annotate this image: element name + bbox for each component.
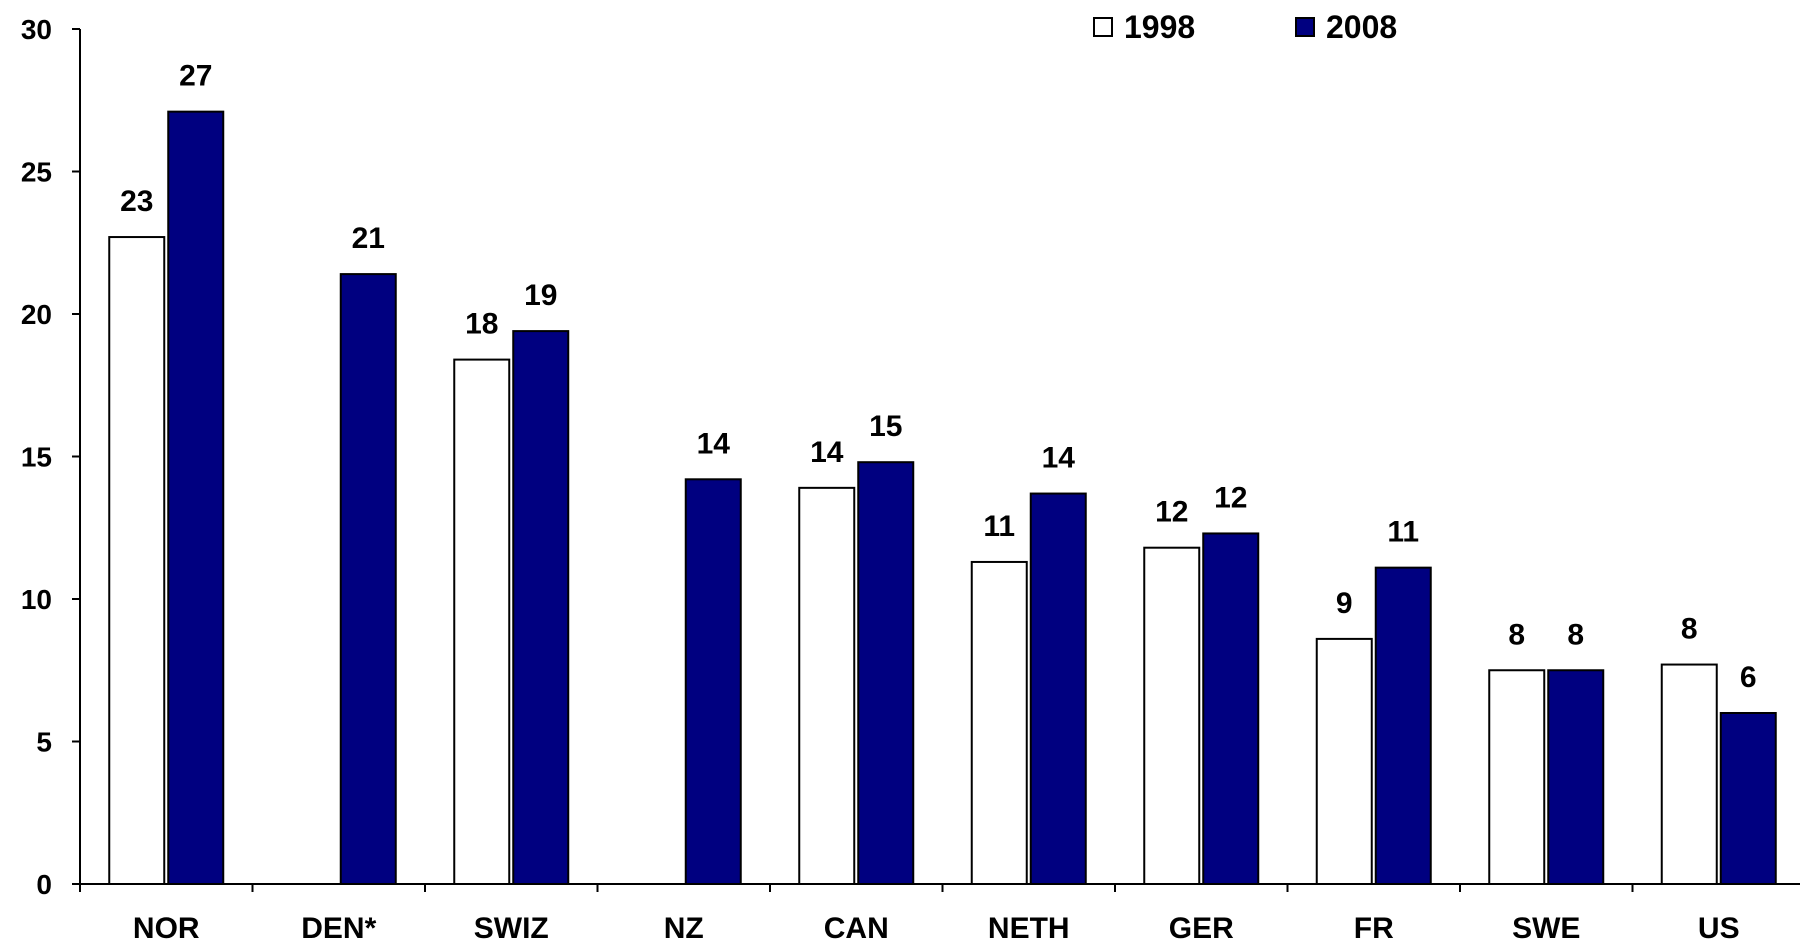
y-tick-label: 15 — [21, 442, 52, 473]
data-label-1998-CAN: 14 — [810, 436, 844, 469]
data-label-2008-FR: 11 — [1387, 516, 1419, 549]
x-tick-label: GER — [1169, 912, 1234, 945]
legend-swatch-1998 — [1093, 17, 1113, 37]
x-tick-label: NETH — [988, 912, 1070, 945]
bar-2008-FR — [1374, 566, 1432, 886]
x-tick-label: CAN — [824, 912, 889, 945]
x-tick-label: SWIZ — [474, 912, 549, 945]
y-tick-label: 25 — [21, 157, 52, 188]
x-tick-label: US — [1698, 912, 1740, 945]
data-label-1998-SWIZ: 18 — [465, 308, 498, 341]
data-label-2008-NETH: 14 — [1042, 442, 1076, 475]
data-label-2008-DEN*: 21 — [352, 222, 385, 255]
bar-2008-NETH — [1029, 492, 1087, 885]
bar-2008-CAN — [857, 461, 915, 885]
bar-2008-US — [1719, 712, 1777, 885]
legend-label-2008: 2008 — [1326, 9, 1397, 45]
data-label-1998-FR: 9 — [1336, 587, 1353, 620]
bar-2008-SWE — [1547, 669, 1605, 885]
data-label-2008-CAN: 15 — [869, 410, 902, 443]
y-tick-label: 0 — [36, 869, 52, 900]
data-label-1998-GER: 12 — [1155, 496, 1188, 529]
bar-1998-SWE — [1488, 669, 1546, 885]
x-tick-label: DEN* — [301, 912, 376, 945]
bar-2008-DEN* — [339, 273, 397, 886]
data-label-2008-NZ: 14 — [697, 427, 731, 460]
bar-2008-NZ — [684, 478, 742, 885]
y-tick-label: 10 — [21, 584, 52, 615]
bar-1998-US — [1660, 663, 1718, 885]
bar-1998-NOR — [108, 236, 166, 886]
bar-2008-SWIZ — [512, 330, 570, 886]
bar-1998-GER — [1143, 546, 1201, 885]
data-label-2008-US: 6 — [1740, 661, 1757, 694]
x-tick-label: NZ — [664, 912, 704, 945]
x-tick-label: SWE — [1512, 912, 1580, 945]
bar-1998-SWIZ — [453, 358, 511, 886]
data-label-2008-NOR: 27 — [179, 60, 212, 93]
data-label-1998-NETH: 11 — [983, 510, 1015, 543]
legend-swatch-2008 — [1295, 17, 1315, 37]
y-tick-label: 20 — [21, 299, 52, 330]
bar-2008-NOR — [167, 110, 225, 885]
data-label-2008-GER: 12 — [1214, 481, 1247, 514]
x-tick-label: NOR — [133, 912, 200, 945]
x-tick-label: FR — [1354, 912, 1394, 945]
data-label-1998-NOR: 23 — [120, 185, 153, 218]
bar-1998-CAN — [798, 486, 856, 885]
legend-label-1998: 1998 — [1124, 9, 1195, 45]
bar-2008-GER — [1202, 532, 1260, 885]
data-label-1998-US: 8 — [1681, 613, 1698, 646]
y-tick-label: 5 — [36, 727, 52, 758]
bar-1998-NETH — [970, 560, 1028, 885]
data-label-2008-SWIZ: 19 — [524, 279, 557, 312]
y-tick-label: 30 — [21, 14, 52, 45]
data-label-1998-SWE: 8 — [1508, 618, 1525, 651]
data-label-2008-SWE: 8 — [1567, 618, 1584, 651]
bar-1998-FR — [1315, 637, 1373, 886]
